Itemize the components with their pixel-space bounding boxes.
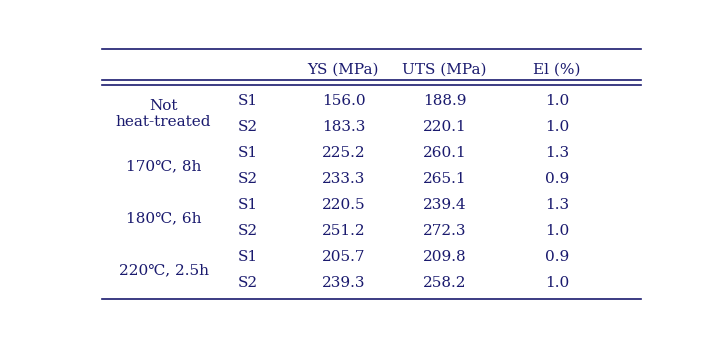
Text: 239.4: 239.4 [423,198,466,212]
Text: S1: S1 [238,146,258,160]
Text: 188.9: 188.9 [423,94,466,108]
Text: S2: S2 [238,120,258,134]
Text: 251.2: 251.2 [322,224,365,238]
Text: 180℃, 6h: 180℃, 6h [126,211,202,225]
Text: 220.1: 220.1 [423,120,466,134]
Text: 1.3: 1.3 [545,146,569,160]
Text: 1.0: 1.0 [545,94,569,108]
Text: S1: S1 [238,198,258,212]
Text: S2: S2 [238,224,258,238]
Text: 1.0: 1.0 [545,276,569,290]
Text: 239.3: 239.3 [322,276,365,290]
Text: 220℃, 2.5h: 220℃, 2.5h [119,263,209,277]
Text: 205.7: 205.7 [322,250,365,264]
Text: 209.8: 209.8 [423,250,466,264]
Text: 156.0: 156.0 [322,94,365,108]
Text: 225.2: 225.2 [322,146,365,160]
Text: 1.0: 1.0 [545,224,569,238]
Text: 1.3: 1.3 [545,198,569,212]
Text: El (%): El (%) [533,62,581,76]
Text: Not
heat-treated: Not heat-treated [116,99,212,129]
Text: 220.5: 220.5 [322,198,365,212]
Text: 183.3: 183.3 [322,120,365,134]
Text: 258.2: 258.2 [423,276,466,290]
Text: YS (MPa): YS (MPa) [307,62,379,76]
Text: 1.0: 1.0 [545,120,569,134]
Text: S2: S2 [238,276,258,290]
Text: 272.3: 272.3 [423,224,466,238]
Text: 233.3: 233.3 [322,172,365,186]
Text: 265.1: 265.1 [423,172,466,186]
Text: S1: S1 [238,250,258,264]
Text: 260.1: 260.1 [423,146,466,160]
Text: UTS (MPa): UTS (MPa) [402,62,487,76]
Text: S2: S2 [238,172,258,186]
Text: S1: S1 [238,94,258,108]
Text: 0.9: 0.9 [545,172,569,186]
Text: 170℃, 8h: 170℃, 8h [126,159,202,173]
Text: 0.9: 0.9 [545,250,569,264]
